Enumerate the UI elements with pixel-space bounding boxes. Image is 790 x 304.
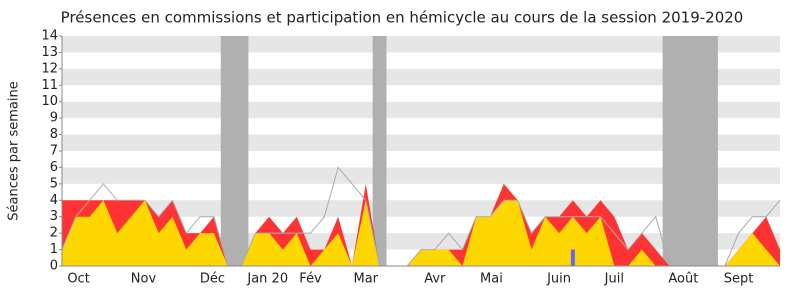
x-tick-label: Oct [67, 272, 89, 287]
y-tick-label: 1 [50, 242, 58, 257]
y-tick-label: 6 [50, 160, 58, 175]
x-tick-label: Mar [354, 272, 379, 287]
y-tick-label: 4 [50, 193, 58, 208]
y-tick-label: 5 [50, 176, 58, 191]
y-tick-label: 3 [50, 209, 58, 224]
line [61, 166, 781, 267]
bar [570, 249, 575, 266]
vacation-band [372, 36, 387, 266]
chart-title: Présences en commissions et participatio… [61, 9, 744, 27]
y-tick-label: 14 [41, 29, 58, 44]
x-tick-label: Juil [604, 272, 624, 287]
y-tick-label: 10 [41, 94, 58, 109]
x-tick-label: Août [668, 272, 698, 287]
y-tick-label: 9 [50, 111, 58, 126]
x-tick-label: Jan 20 [246, 272, 288, 287]
x-tick-label: Fév [299, 272, 322, 287]
x-tick-label: Avr [424, 272, 446, 287]
x-tick-label: Juin [546, 272, 571, 287]
y-tick-label: 8 [50, 127, 58, 142]
y-axis-label: Séances par semaine [7, 81, 22, 220]
y-tick-label: 11 [41, 78, 58, 93]
vacation-band [662, 36, 718, 266]
y-tick-label: 2 [50, 226, 58, 241]
y-tick-label: 7 [50, 144, 58, 159]
x-tick-label: Mai [480, 272, 503, 287]
y-tick-label: 13 [41, 45, 58, 60]
x-tick-label: Sept [724, 272, 754, 287]
vacation-band [220, 36, 249, 266]
y-tick-label: 12 [41, 61, 58, 76]
y-tick-label: 0 [50, 259, 58, 274]
x-tick-label: Nov [131, 272, 157, 287]
x-tick-label: Déc [200, 272, 225, 287]
